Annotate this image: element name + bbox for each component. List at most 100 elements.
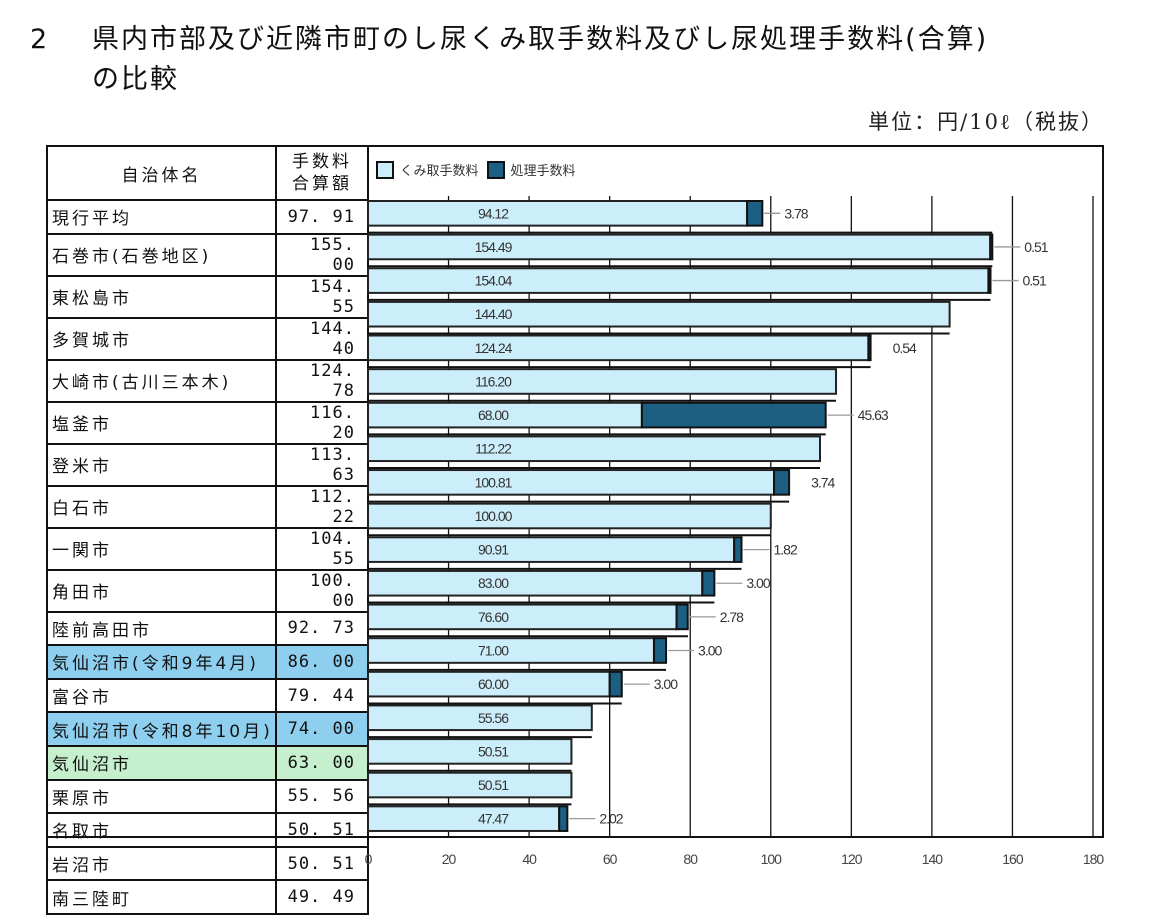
total-fee: 86. 00 (275, 644, 369, 680)
municipality-name: 白石市 (46, 484, 277, 529)
table-row: 登米市 113. 63 (46, 442, 369, 487)
table-row: 栗原市 55. 56 (46, 778, 369, 815)
bar-label-collection: 112.22 (475, 441, 512, 457)
header-total-line-1: 手数料 (292, 152, 352, 172)
table-row: 気仙沼市(令和9年4月) 86. 00 (46, 644, 369, 680)
bar-label-treatment: 3.00 (654, 676, 678, 692)
bar-treatment (608, 670, 623, 698)
bar-collection (367, 502, 772, 530)
bar-treatment (640, 401, 827, 429)
total-fee: 154. 55 (275, 274, 369, 319)
municipality-name: 陸前高田市 (46, 610, 277, 647)
total-fee: 144. 40 (275, 316, 369, 361)
bar-collection (367, 704, 593, 732)
bar-label-treatment: 1.82 (773, 542, 797, 558)
municipality-name: 角田市 (46, 568, 277, 613)
bar-label-collection: 154.49 (475, 239, 513, 255)
municipality-name: 栗原市 (46, 778, 277, 815)
municipality-name: 現行平均 (46, 199, 277, 235)
municipality-name: 気仙沼市(令和8年10月) (46, 711, 277, 747)
bar-label-collection: 94.12 (478, 205, 509, 221)
table-row: 岩沼市 50. 51 (46, 845, 369, 882)
municipality-name: 岩沼市 (46, 845, 277, 882)
x-tick-label: 100 (761, 851, 783, 867)
bar-label-treatment: 0.51 (1022, 273, 1046, 289)
header-total-line-2: 合算額 (292, 174, 352, 194)
x-tick-label: 40 (522, 851, 537, 867)
bar-label-collection: 68.00 (478, 407, 509, 423)
unit-label: 単位：円/10ℓ（税抜） (868, 110, 1104, 134)
bar-label-collection: 124.24 (475, 340, 513, 356)
bar-collection (367, 401, 643, 429)
municipality-name: 塩釜市 (46, 400, 277, 445)
bar-label-treatment: 2.02 (599, 811, 623, 827)
title-line-1: 県内市部及び近隣市町のし尿くみ取手数料及びし尿処理手数料(合算) (92, 24, 989, 55)
legend: くみ取手数料 処理手数料 (376, 160, 584, 179)
bar-collection (367, 771, 573, 799)
table-row: 名取市 50. 51 (46, 812, 369, 848)
bar-label-collection: 47.47 (478, 811, 509, 827)
bar-label-treatment: 0.54 (893, 340, 917, 356)
bar-label-collection: 100.81 (475, 474, 513, 490)
municipality-name: 気仙沼市(令和9年4月) (46, 644, 277, 680)
bar-label-collection: 55.56 (478, 710, 509, 726)
bar-collection (367, 368, 838, 395)
total-fee: 112. 22 (275, 484, 369, 529)
bar-label-collection: 90.91 (478, 542, 509, 558)
bar-chart: 0 20 40 60 80 100 120 140 160 180 94.12 3.78 154.49 0… (365, 196, 1105, 867)
total-fee: 124. 78 (275, 358, 369, 403)
total-fee: 97. 91 (275, 199, 369, 235)
total-fee: 50. 51 (275, 845, 369, 882)
header-name: 自治体名 (46, 145, 277, 201)
x-tick-label: 60 (603, 851, 618, 867)
bar-treatment (773, 469, 791, 496)
total-fee: 55. 56 (275, 778, 369, 815)
table-header-row: 自治体名 手数料 合算額 (46, 145, 369, 201)
bar-collection (367, 670, 611, 698)
x-tick-label: 80 (683, 851, 698, 867)
bar-treatment (989, 233, 994, 261)
municipality-name: 石巻市(石巻地区) (46, 232, 277, 277)
x-tick-label: 140 (922, 851, 944, 867)
bar-label-collection: 144.40 (475, 306, 513, 322)
bar-label-treatment: 3.74 (811, 474, 835, 490)
title-line-2: の比較 (92, 64, 179, 95)
bar-collection (367, 200, 749, 227)
bar-collection (367, 435, 821, 463)
table-row: 大崎市(古川三本木) 124. 78 (46, 358, 369, 403)
total-fee: 50. 51 (275, 812, 369, 848)
bar-label-collection: 100.00 (475, 508, 513, 524)
bar-label-collection: 76.60 (478, 609, 509, 625)
legend-label-treatment: 処理手数料 (510, 164, 576, 179)
total-fee: 63. 00 (275, 744, 369, 781)
bar-treatment (652, 637, 668, 664)
bar-label-treatment: 3.00 (698, 643, 722, 659)
municipality-name: 東松島市 (46, 274, 277, 319)
table-row: 現行平均 97. 91 (46, 199, 369, 235)
legend-label-collection: くみ取手数料 (400, 164, 479, 179)
x-tick-label: 180 (1083, 851, 1105, 867)
bar-label-collection: 50.51 (478, 777, 509, 793)
x-tick-label: 0 (365, 851, 373, 867)
bar-label-treatment: 0.51 (1024, 239, 1048, 255)
table-row: 多賀城市 144. 40 (46, 316, 369, 361)
bar-collection (367, 805, 561, 832)
municipality-name: 富谷市 (46, 677, 277, 714)
bar-collection (367, 536, 736, 563)
bar-label-treatment: 3.78 (784, 205, 808, 221)
bar-collection (367, 300, 951, 328)
bar-label-collection: 71.00 (478, 643, 509, 659)
municipality-name: 多賀城市 (46, 316, 277, 361)
municipality-name: 大崎市(古川三本木) (46, 358, 277, 403)
chart-frame (46, 145, 1104, 838)
municipality-name: 一関市 (46, 526, 277, 571)
bar-label-treatment: 2.78 (720, 609, 744, 625)
bar-treatment (867, 334, 872, 362)
bar-label-collection: 60.00 (478, 676, 509, 692)
title-number: 2 (30, 24, 50, 55)
legend-swatch-collection (376, 160, 394, 179)
municipality-name: 登米市 (46, 442, 277, 487)
bar-collection (367, 738, 573, 765)
total-fee: 100. 00 (275, 568, 369, 613)
header-total: 手数料 合算額 (275, 145, 369, 201)
